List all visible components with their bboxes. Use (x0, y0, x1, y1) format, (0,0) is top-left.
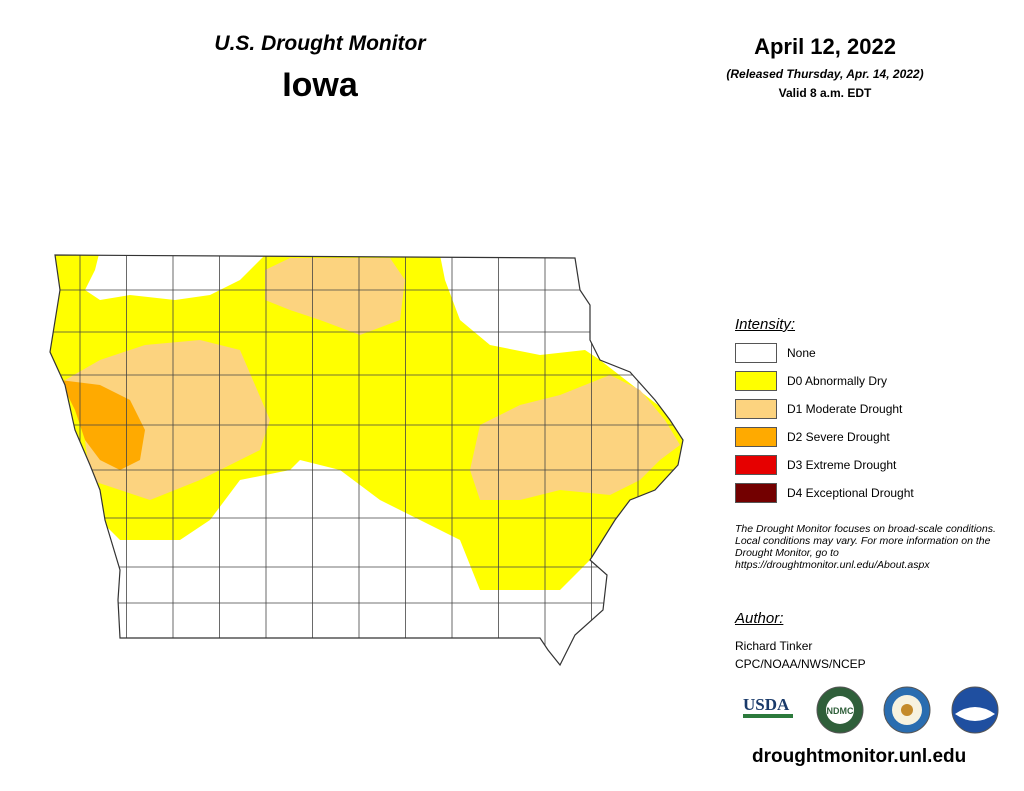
author-name: Richard Tinker (735, 639, 813, 653)
drought-areas (50, 255, 683, 665)
legend-label: None (787, 346, 816, 360)
author: Richard Tinker CPC/NOAA/NWS/NCEP (735, 637, 866, 673)
author-label: Author: (735, 610, 784, 627)
title: U.S. Drought Monitor (214, 32, 426, 55)
logos: USDA NDMC (743, 686, 999, 734)
legend-label: D4 Exceptional Drought (787, 486, 914, 500)
legend-swatch (735, 399, 777, 419)
legend-swatch (735, 455, 777, 475)
legend-swatch (735, 343, 777, 363)
website: droughtmonitor.unl.edu (752, 746, 967, 767)
legend-swatch (735, 371, 777, 391)
note: The Drought Monitor focuses on broad-sca… (735, 523, 996, 571)
legend-label: D3 Extreme Drought (787, 458, 897, 472)
legend-swatch (735, 427, 777, 447)
state-name: Iowa (282, 66, 358, 104)
date: April 12, 2022 (754, 34, 896, 59)
legend-title: Intensity: (735, 316, 796, 333)
legend-label: D0 Abnormally Dry (787, 374, 888, 388)
legend-label: D1 Moderate Drought (787, 402, 903, 416)
legend-swatch (735, 483, 777, 503)
author-org: CPC/NOAA/NWS/NCEP (735, 657, 866, 671)
map (49, 254, 684, 667)
released: (Released Thursday, Apr. 14, 2022) (726, 67, 924, 81)
ndmc-logo: NDMC (827, 706, 854, 716)
valid: Valid 8 a.m. EDT (778, 86, 872, 100)
legend-label: D2 Severe Drought (787, 430, 890, 444)
usda-logo: USDA (743, 695, 790, 714)
